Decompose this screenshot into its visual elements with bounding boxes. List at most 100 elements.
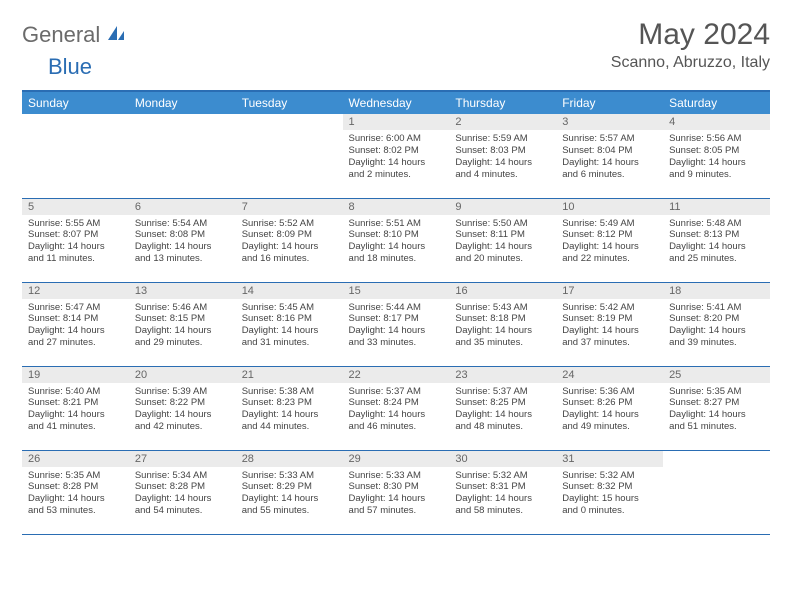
- day-number: 12: [22, 283, 129, 299]
- calendar-day-cell: 19Sunrise: 5:40 AMSunset: 8:21 PMDayligh…: [22, 366, 129, 450]
- day-number: 3: [556, 114, 663, 130]
- calendar-day-cell: 2Sunrise: 5:59 AMSunset: 8:03 PMDaylight…: [449, 114, 556, 198]
- day-details: Sunrise: 5:33 AMSunset: 8:30 PMDaylight:…: [343, 467, 450, 522]
- day-details: Sunrise: 5:38 AMSunset: 8:23 PMDaylight:…: [236, 383, 343, 438]
- calendar-day-cell: 17Sunrise: 5:42 AMSunset: 8:19 PMDayligh…: [556, 282, 663, 366]
- day-details: Sunrise: 5:32 AMSunset: 8:31 PMDaylight:…: [449, 467, 556, 522]
- day-number: 25: [663, 367, 770, 383]
- day-details: Sunrise: 5:52 AMSunset: 8:09 PMDaylight:…: [236, 215, 343, 270]
- day-details: Sunrise: 5:51 AMSunset: 8:10 PMDaylight:…: [343, 215, 450, 270]
- day-number: 30: [449, 451, 556, 467]
- day-number: 26: [22, 451, 129, 467]
- day-number: 28: [236, 451, 343, 467]
- day-number: 8: [343, 199, 450, 215]
- day-details: Sunrise: 5:54 AMSunset: 8:08 PMDaylight:…: [129, 215, 236, 270]
- day-number: 27: [129, 451, 236, 467]
- calendar-day-cell: 29Sunrise: 5:33 AMSunset: 8:30 PMDayligh…: [343, 450, 450, 534]
- calendar-day-cell: 25Sunrise: 5:35 AMSunset: 8:27 PMDayligh…: [663, 366, 770, 450]
- day-details: Sunrise: 5:48 AMSunset: 8:13 PMDaylight:…: [663, 215, 770, 270]
- calendar-day-cell: 7Sunrise: 5:52 AMSunset: 8:09 PMDaylight…: [236, 198, 343, 282]
- calendar-day-cell: 18Sunrise: 5:41 AMSunset: 8:20 PMDayligh…: [663, 282, 770, 366]
- calendar-week-row: 12Sunrise: 5:47 AMSunset: 8:14 PMDayligh…: [22, 282, 770, 366]
- day-details: Sunrise: 5:35 AMSunset: 8:27 PMDaylight:…: [663, 383, 770, 438]
- day-details: Sunrise: 5:49 AMSunset: 8:12 PMDaylight:…: [556, 215, 663, 270]
- calendar-body: 1Sunrise: 6:00 AMSunset: 8:02 PMDaylight…: [22, 114, 770, 534]
- day-details: Sunrise: 5:34 AMSunset: 8:28 PMDaylight:…: [129, 467, 236, 522]
- day-number: 9: [449, 199, 556, 215]
- day-details: Sunrise: 5:33 AMSunset: 8:29 PMDaylight:…: [236, 467, 343, 522]
- day-number: 17: [556, 283, 663, 299]
- day-details: Sunrise: 5:37 AMSunset: 8:25 PMDaylight:…: [449, 383, 556, 438]
- day-details: Sunrise: 5:56 AMSunset: 8:05 PMDaylight:…: [663, 130, 770, 185]
- calendar-day-cell: 12Sunrise: 5:47 AMSunset: 8:14 PMDayligh…: [22, 282, 129, 366]
- logo-sail-icon: [106, 24, 126, 47]
- calendar-day-cell: 28Sunrise: 5:33 AMSunset: 8:29 PMDayligh…: [236, 450, 343, 534]
- calendar-day-cell: 27Sunrise: 5:34 AMSunset: 8:28 PMDayligh…: [129, 450, 236, 534]
- day-number: 22: [343, 367, 450, 383]
- calendar-empty-cell: [236, 114, 343, 198]
- calendar-week-row: 26Sunrise: 5:35 AMSunset: 8:28 PMDayligh…: [22, 450, 770, 534]
- day-number: 18: [663, 283, 770, 299]
- day-number: 14: [236, 283, 343, 299]
- logo-text-blue: Blue: [48, 54, 92, 79]
- calendar-day-cell: 21Sunrise: 5:38 AMSunset: 8:23 PMDayligh…: [236, 366, 343, 450]
- day-number: 2: [449, 114, 556, 130]
- calendar-day-cell: 3Sunrise: 5:57 AMSunset: 8:04 PMDaylight…: [556, 114, 663, 198]
- day-details: Sunrise: 5:45 AMSunset: 8:16 PMDaylight:…: [236, 299, 343, 354]
- day-details: Sunrise: 5:36 AMSunset: 8:26 PMDaylight:…: [556, 383, 663, 438]
- calendar-day-cell: 11Sunrise: 5:48 AMSunset: 8:13 PMDayligh…: [663, 198, 770, 282]
- weekday-header: Thursday: [449, 92, 556, 114]
- day-number: 1: [343, 114, 450, 130]
- calendar-header-row: SundayMondayTuesdayWednesdayThursdayFrid…: [22, 92, 770, 114]
- calendar-empty-cell: [663, 450, 770, 534]
- day-number: 11: [663, 199, 770, 215]
- calendar-week-row: 1Sunrise: 6:00 AMSunset: 8:02 PMDaylight…: [22, 114, 770, 198]
- day-details: Sunrise: 5:57 AMSunset: 8:04 PMDaylight:…: [556, 130, 663, 185]
- calendar-day-cell: 15Sunrise: 5:44 AMSunset: 8:17 PMDayligh…: [343, 282, 450, 366]
- day-details: Sunrise: 5:46 AMSunset: 8:15 PMDaylight:…: [129, 299, 236, 354]
- day-details: Sunrise: 5:42 AMSunset: 8:19 PMDaylight:…: [556, 299, 663, 354]
- day-number: 23: [449, 367, 556, 383]
- day-details: Sunrise: 5:32 AMSunset: 8:32 PMDaylight:…: [556, 467, 663, 522]
- calendar-empty-cell: [22, 114, 129, 198]
- calendar-day-cell: 24Sunrise: 5:36 AMSunset: 8:26 PMDayligh…: [556, 366, 663, 450]
- day-number: 19: [22, 367, 129, 383]
- calendar-day-cell: 31Sunrise: 5:32 AMSunset: 8:32 PMDayligh…: [556, 450, 663, 534]
- weekday-header: Tuesday: [236, 92, 343, 114]
- day-details: Sunrise: 5:43 AMSunset: 8:18 PMDaylight:…: [449, 299, 556, 354]
- day-number: 7: [236, 199, 343, 215]
- day-number: 20: [129, 367, 236, 383]
- day-details: Sunrise: 5:41 AMSunset: 8:20 PMDaylight:…: [663, 299, 770, 354]
- day-details: Sunrise: 5:50 AMSunset: 8:11 PMDaylight:…: [449, 215, 556, 270]
- day-number: 15: [343, 283, 450, 299]
- day-details: Sunrise: 5:44 AMSunset: 8:17 PMDaylight:…: [343, 299, 450, 354]
- calendar-table: SundayMondayTuesdayWednesdayThursdayFrid…: [22, 92, 770, 535]
- day-details: Sunrise: 5:47 AMSunset: 8:14 PMDaylight:…: [22, 299, 129, 354]
- month-title: May 2024: [611, 18, 770, 52]
- day-number: 31: [556, 451, 663, 467]
- calendar-day-cell: 8Sunrise: 5:51 AMSunset: 8:10 PMDaylight…: [343, 198, 450, 282]
- calendar-day-cell: 6Sunrise: 5:54 AMSunset: 8:08 PMDaylight…: [129, 198, 236, 282]
- day-number: 5: [22, 199, 129, 215]
- day-number: 21: [236, 367, 343, 383]
- weekday-header: Friday: [556, 92, 663, 114]
- day-number: 6: [129, 199, 236, 215]
- calendar-empty-cell: [129, 114, 236, 198]
- weekday-header: Wednesday: [343, 92, 450, 114]
- calendar-day-cell: 26Sunrise: 5:35 AMSunset: 8:28 PMDayligh…: [22, 450, 129, 534]
- calendar-day-cell: 20Sunrise: 5:39 AMSunset: 8:22 PMDayligh…: [129, 366, 236, 450]
- logo: General: [22, 18, 128, 48]
- weekday-header: Monday: [129, 92, 236, 114]
- day-number: 16: [449, 283, 556, 299]
- day-details: Sunrise: 6:00 AMSunset: 8:02 PMDaylight:…: [343, 130, 450, 185]
- calendar-day-cell: 23Sunrise: 5:37 AMSunset: 8:25 PMDayligh…: [449, 366, 556, 450]
- calendar-day-cell: 14Sunrise: 5:45 AMSunset: 8:16 PMDayligh…: [236, 282, 343, 366]
- calendar-day-cell: 10Sunrise: 5:49 AMSunset: 8:12 PMDayligh…: [556, 198, 663, 282]
- calendar-week-row: 5Sunrise: 5:55 AMSunset: 8:07 PMDaylight…: [22, 198, 770, 282]
- calendar-day-cell: 13Sunrise: 5:46 AMSunset: 8:15 PMDayligh…: [129, 282, 236, 366]
- day-details: Sunrise: 5:59 AMSunset: 8:03 PMDaylight:…: [449, 130, 556, 185]
- weekday-header: Saturday: [663, 92, 770, 114]
- day-details: Sunrise: 5:37 AMSunset: 8:24 PMDaylight:…: [343, 383, 450, 438]
- calendar-week-row: 19Sunrise: 5:40 AMSunset: 8:21 PMDayligh…: [22, 366, 770, 450]
- day-details: Sunrise: 5:55 AMSunset: 8:07 PMDaylight:…: [22, 215, 129, 270]
